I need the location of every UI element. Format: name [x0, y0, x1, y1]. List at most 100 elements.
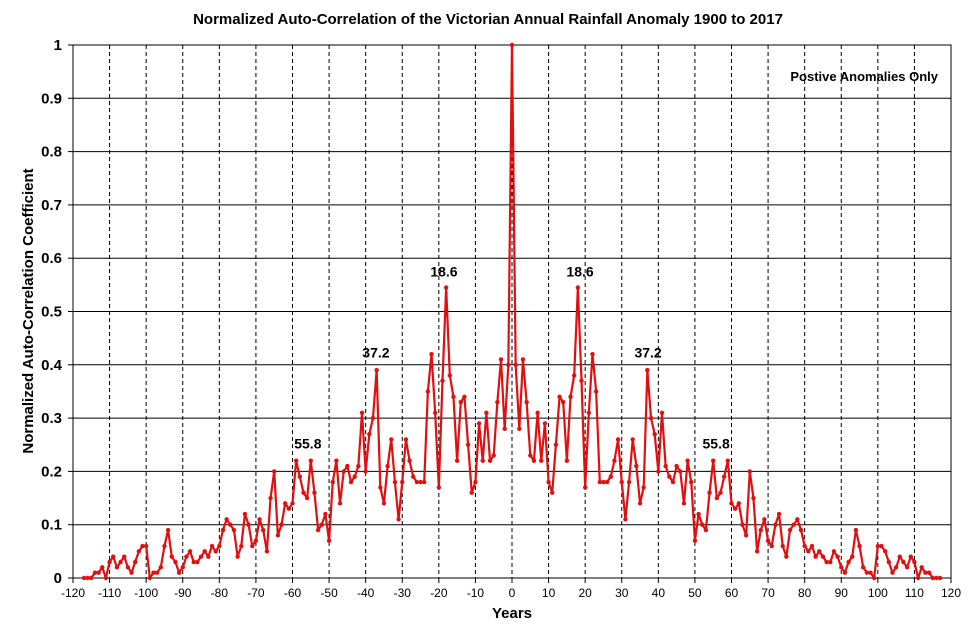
data-point [290, 501, 295, 506]
data-point [652, 431, 657, 437]
x-tick-label: -100 [134, 586, 158, 600]
data-point [890, 570, 895, 575]
data-point [593, 389, 599, 394]
data-point [286, 506, 292, 511]
data-point [817, 549, 822, 554]
data-point [879, 543, 884, 549]
data-point [586, 410, 592, 415]
data-point [282, 501, 288, 506]
data-point [542, 421, 548, 426]
y-tick-label: 1 [54, 37, 62, 54]
gridlines [73, 45, 951, 578]
x-tick-label: 70 [761, 586, 775, 600]
x-tick-label: 110 [905, 586, 924, 600]
data-point [220, 527, 226, 533]
data-point [531, 458, 537, 463]
x-axis: -120 -110 -100 -90 -80 -70 -60 -50 -40 -30 -20 -10 0… [61, 578, 961, 600]
data-point [612, 458, 617, 463]
data-point [312, 490, 317, 495]
data-point [396, 517, 401, 522]
data-point [228, 522, 233, 527]
data-point [425, 389, 431, 394]
data-point [765, 538, 771, 543]
data-point [506, 362, 511, 367]
data-point [678, 469, 683, 474]
data-point [919, 565, 924, 570]
x-tick-label: -50 [320, 586, 338, 600]
x-tick-label: 0 [509, 586, 516, 600]
data-point [100, 565, 105, 570]
data-point [882, 549, 888, 554]
data-point [641, 485, 646, 490]
data-point [626, 479, 632, 485]
data-point [886, 559, 892, 565]
data-point [498, 357, 504, 362]
peak-annotation: 37.2 [634, 345, 661, 361]
data-point [711, 458, 716, 463]
data-point [235, 554, 240, 559]
data-point [751, 495, 756, 501]
x-tick-label: -120 [61, 586, 85, 600]
data-point [539, 458, 544, 463]
data-point [436, 485, 442, 490]
data-point [414, 479, 420, 485]
data-point [122, 554, 127, 559]
data-point [923, 570, 928, 575]
data-point [528, 453, 533, 458]
data-point [732, 506, 738, 511]
x-tick-label: 60 [725, 586, 739, 600]
data-point [403, 437, 409, 442]
data-point [802, 543, 807, 549]
data-point [663, 463, 668, 469]
data-point [246, 522, 251, 527]
data-point [824, 559, 829, 565]
data-point [901, 559, 906, 565]
data-point [92, 570, 98, 575]
data-point [111, 554, 116, 559]
data-point [806, 549, 811, 554]
data-point [725, 458, 731, 463]
data-point [839, 565, 844, 570]
data-point [630, 437, 635, 442]
chart-title: Normalized Auto-Correlation of the Victo… [193, 11, 783, 28]
data-point [370, 415, 376, 421]
data-point [173, 559, 178, 565]
data-point [934, 575, 939, 581]
y-tick-label: 0.3 [41, 410, 62, 427]
data-point [125, 565, 131, 570]
data-point [165, 527, 171, 533]
data-point [323, 511, 328, 517]
x-tick-label: 40 [652, 586, 666, 600]
peak-annotation: 37.2 [362, 345, 389, 361]
series-group [81, 42, 943, 581]
data-point [579, 378, 584, 383]
data-point [198, 554, 204, 559]
data-point [912, 559, 917, 565]
data-point [389, 437, 394, 442]
data-point [407, 458, 412, 463]
data-point [893, 565, 899, 570]
data-point [674, 463, 679, 469]
data-point [473, 479, 478, 485]
data-point [334, 458, 339, 463]
peak-annotation: 55.8 [294, 436, 321, 452]
data-point [553, 442, 559, 447]
y-tick-label: 0 [54, 570, 62, 587]
data-point [447, 373, 453, 378]
data-point [231, 527, 237, 533]
data-point [769, 543, 774, 549]
data-point [356, 463, 361, 469]
data-point [846, 559, 851, 565]
data-point [861, 565, 866, 570]
y-tick-label: 0.4 [41, 357, 63, 374]
x-tick-label: -20 [430, 586, 448, 600]
data-point [850, 554, 855, 559]
data-point [465, 442, 471, 447]
data-point [937, 575, 943, 581]
data-point [502, 426, 507, 431]
data-point [798, 527, 804, 533]
data-point [191, 559, 196, 565]
data-point [176, 570, 182, 575]
annotations: 18.6 18.6 37.2 37.2 55.8 55.8 [294, 264, 730, 452]
data-point [484, 410, 489, 415]
